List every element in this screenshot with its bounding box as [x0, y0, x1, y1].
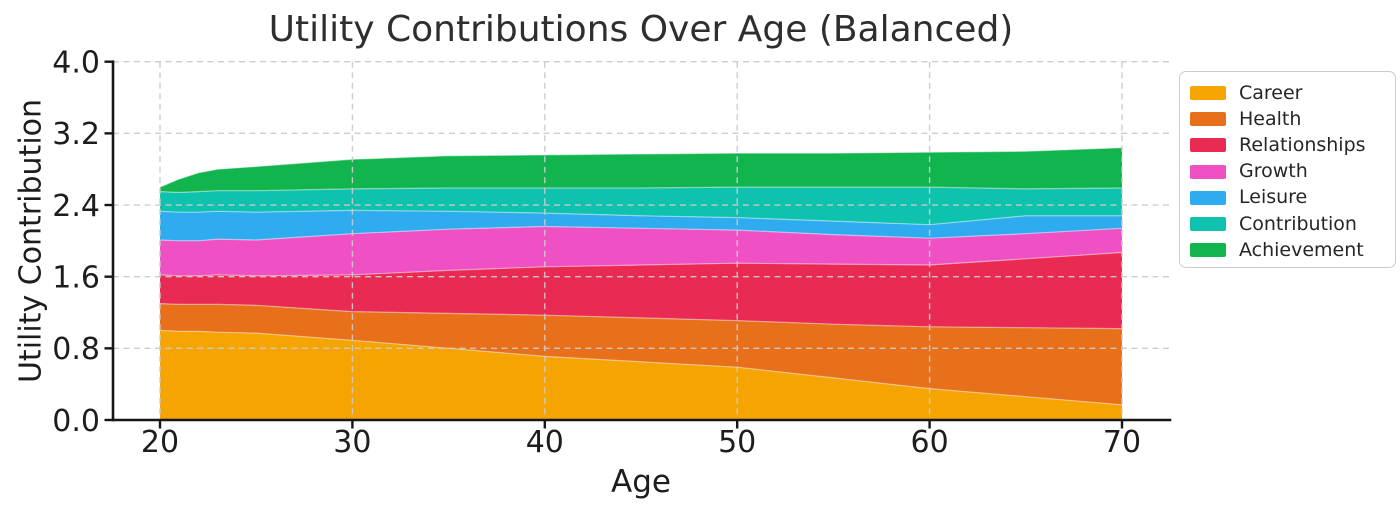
legend-swatch-relationships [1190, 138, 1226, 153]
band-edges [159, 147, 1123, 406]
x-tick-label: 30 [333, 425, 371, 460]
tick-marks [104, 60, 1124, 429]
gridlines [113, 61, 1170, 420]
y-tick-label: 4.0 [52, 46, 100, 81]
y-tick-label: 0.8 [52, 332, 100, 367]
y-tick-label: 3.2 [52, 117, 100, 152]
legend-item-achievement: Achievement [1190, 237, 1395, 263]
chart-title: Utility Contributions Over Age (Balanced… [268, 9, 1014, 50]
legend-item-career: Career [1190, 80, 1395, 106]
legend-item-leisure: Leisure [1190, 185, 1395, 211]
area-leisure [160, 210, 1122, 241]
y-tick-labels: 0.0 0.8 1.6 2.4 3.2 4.0 [52, 46, 100, 439]
y-tick-label: 1.6 [52, 260, 100, 295]
legend-swatch-achievement [1190, 243, 1226, 258]
legend-swatch-career [1190, 86, 1226, 101]
legend-swatch-health [1190, 112, 1226, 127]
x-tick-label: 60 [911, 425, 949, 460]
legend-swatch-contribution [1190, 217, 1226, 232]
legend-label: Leisure [1239, 186, 1308, 209]
legend-label: Health [1239, 107, 1302, 130]
y-tick-label: 2.4 [52, 189, 100, 224]
legend-item-growth: Growth [1190, 159, 1395, 185]
legend-label: Contribution [1239, 212, 1357, 235]
legend-swatch-growth [1190, 164, 1226, 179]
x-tick-label: 40 [526, 425, 564, 460]
area-achievement [160, 147, 1122, 193]
legend-item-contribution: Contribution [1190, 211, 1395, 237]
legend-label: Career [1239, 81, 1303, 104]
legend-item-relationships: Relationships [1190, 132, 1395, 158]
area-relationships [160, 252, 1122, 329]
legend-label: Relationships [1239, 133, 1366, 156]
x-tick-label: 50 [718, 425, 756, 460]
axes-spines [111, 60, 1172, 422]
x-tick-labels: 20 30 40 50 60 70 [141, 425, 1141, 460]
legend-label: Achievement [1239, 238, 1364, 261]
legend: Career Health Relationships Growth Leisure Co… [1179, 71, 1396, 268]
x-tick-label: 70 [1103, 425, 1141, 460]
y-tick-label: 0.0 [52, 404, 100, 439]
area-contribution [160, 187, 1122, 225]
legend-label: Growth [1239, 160, 1308, 183]
area-health [160, 303, 1122, 405]
legend-swatch-leisure [1190, 190, 1226, 205]
x-tick-label: 20 [141, 425, 179, 460]
legend-item-health: Health [1190, 106, 1395, 132]
x-axis-title: Age [611, 464, 671, 500]
stacked-areas [160, 147, 1122, 420]
area-career [160, 330, 1122, 420]
area-growth [160, 226, 1122, 276]
